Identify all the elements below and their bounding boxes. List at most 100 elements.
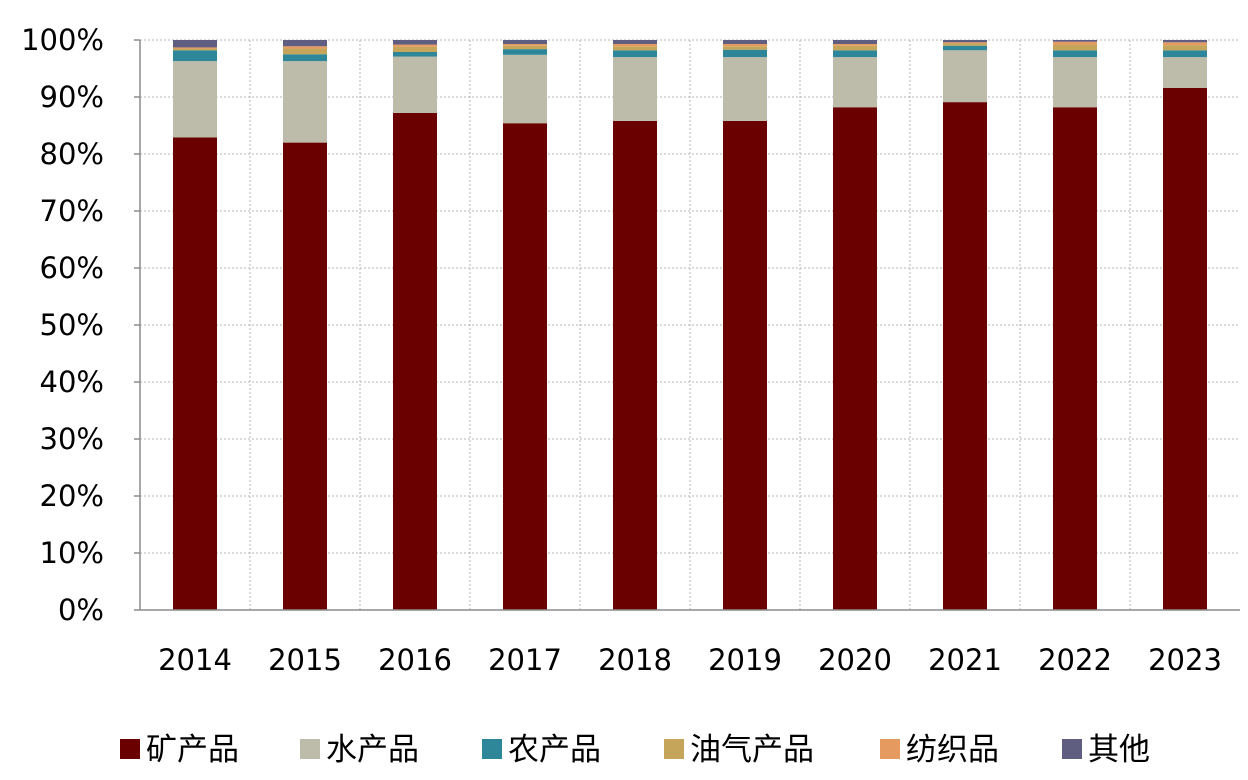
y-tick-label: 40% (40, 365, 104, 399)
x-tick-label: 2017 (488, 643, 562, 677)
bar-segment-2017-series-3 (503, 45, 547, 50)
bar-stack-2020 (833, 40, 877, 610)
x-tick-label: 2023 (1148, 643, 1222, 677)
legend-swatch (120, 739, 140, 759)
bar-segment-2019-series-1 (723, 57, 767, 121)
bar-segment-2022-series-1 (1053, 57, 1097, 108)
bar-stack-2017 (503, 40, 547, 610)
bar-stack-2022 (1053, 40, 1097, 610)
legend-label: 其他 (1088, 732, 1150, 768)
x-tick-label: 2021 (928, 643, 1002, 677)
bar-segment-2017-series-1 (503, 54, 547, 124)
y-tick-label: 0% (58, 593, 104, 627)
y-tick-label: 70% (40, 194, 104, 228)
bar-segment-2015-series-5 (283, 40, 327, 47)
bar-segment-2020-series-1 (833, 57, 877, 108)
legend-label: 矿产品 (146, 732, 239, 768)
legend-swatch (664, 739, 684, 759)
legend-swatch (482, 739, 502, 759)
bar-segment-2021-series-5 (943, 40, 987, 43)
x-tick-label: 2019 (708, 643, 782, 677)
bar-stack-2014 (173, 40, 217, 610)
bar-segment-2016-series-2 (393, 51, 437, 57)
bar-segment-2015-series-0 (283, 142, 327, 610)
bar-segment-2023-series-0 (1163, 87, 1207, 610)
bar-stack-2018 (613, 40, 657, 610)
legend-item-series-0: 矿产品 (120, 732, 239, 768)
bar-segment-2014-series-4 (173, 47, 217, 49)
x-tick-label: 2022 (1038, 643, 1112, 677)
x-tick-label: 2015 (268, 643, 342, 677)
legend-item-series-3: 油气产品 (664, 732, 814, 768)
bar-segment-2020-series-0 (833, 107, 877, 610)
bar-stack-2016 (393, 40, 437, 611)
legend-swatch (300, 739, 320, 759)
legend-swatch (880, 739, 900, 759)
bar-segment-2019-series-4 (723, 43, 767, 47)
bar-segment-2017-series-5 (503, 40, 547, 44)
x-tick-label: 2018 (598, 643, 672, 677)
bar-segment-2016-series-4 (393, 44, 437, 47)
y-tick-labels: 0% 10% 20% 30% 40% 50% 60% 70% 80% 90% 100% (21, 23, 104, 627)
bar-segment-2021-series-2 (943, 45, 987, 51)
bar-segment-2022-series-0 (1053, 107, 1097, 610)
bar-segment-2016-series-1 (393, 56, 437, 113)
bar-segment-2015-series-2 (283, 54, 327, 62)
bar-stack-2019 (723, 40, 767, 610)
bar-segment-2014-series-3 (173, 48, 217, 51)
x-tick-label: 2020 (818, 643, 892, 677)
bar-segment-2023-series-5 (1163, 40, 1207, 43)
x-tick-label: 2014 (158, 643, 232, 677)
bar-segment-2017-series-4 (503, 43, 547, 46)
bar-segment-2017-series-2 (503, 49, 547, 55)
bar-segment-2016-series-0 (393, 112, 437, 611)
legend-item-series-5: 其他 (1062, 732, 1150, 768)
bar-segment-2014-series-2 (173, 50, 217, 62)
bar-segment-2019-series-3 (723, 46, 767, 50)
bar-segment-2014-series-1 (173, 61, 217, 138)
legend-swatch (1062, 739, 1082, 759)
legend-label: 油气产品 (690, 732, 814, 768)
legend-label: 水产品 (326, 732, 419, 768)
y-tick-label: 80% (40, 137, 104, 171)
y-tick-label: 50% (40, 308, 104, 342)
bar-segment-2022-series-4 (1053, 41, 1097, 45)
x-tick-label: 2016 (378, 643, 452, 677)
y-tick-label: 60% (40, 251, 104, 285)
bar-segment-2023-series-3 (1163, 45, 1207, 51)
bar-segment-2018-series-0 (613, 120, 657, 610)
x-tick-labels: 2014 2015 2016 2017 2018 2019 2020 2021 2022 2023 (158, 643, 1222, 677)
bar-segment-2016-series-3 (393, 46, 437, 52)
bars (173, 40, 1207, 611)
legend-item-series-2: 农产品 (482, 732, 601, 768)
bar-segment-2015-series-1 (283, 61, 327, 143)
bar-segment-2014-series-5 (173, 40, 217, 48)
bar-segment-2021-series-1 (943, 50, 987, 103)
bar-stack-2023 (1163, 40, 1207, 610)
bar-segment-2019-series-0 (723, 120, 767, 610)
bar-segment-2015-series-4 (283, 46, 327, 49)
bar-segment-2018-series-2 (613, 50, 657, 58)
y-tick-label: 100% (21, 23, 104, 57)
legend-label: 农产品 (508, 732, 601, 768)
legend-item-series-4: 纺织品 (880, 732, 999, 768)
y-tick-label: 20% (40, 479, 104, 513)
legend-label: 纺织品 (906, 732, 999, 768)
bar-segment-2018-series-5 (613, 40, 657, 44)
bar-segment-2015-series-3 (283, 48, 327, 55)
bar-segment-2022-series-2 (1053, 50, 1097, 58)
axes (134, 39, 1240, 611)
bar-segment-2019-series-5 (723, 40, 767, 44)
bar-segment-2021-series-4 (943, 42, 987, 44)
bar-segment-2018-series-1 (613, 57, 657, 121)
bar-segment-2020-series-3 (833, 45, 877, 51)
bar-segment-2018-series-3 (613, 46, 657, 51)
legend-item-series-1: 水产品 (300, 732, 419, 768)
bar-segment-2023-series-2 (1163, 50, 1207, 58)
y-tick-label: 10% (40, 536, 104, 570)
bar-segment-2017-series-0 (503, 123, 547, 610)
bar-segment-2022-series-3 (1053, 44, 1097, 51)
y-tick-label: 30% (40, 422, 104, 456)
bar-segment-2019-series-2 (723, 49, 767, 58)
